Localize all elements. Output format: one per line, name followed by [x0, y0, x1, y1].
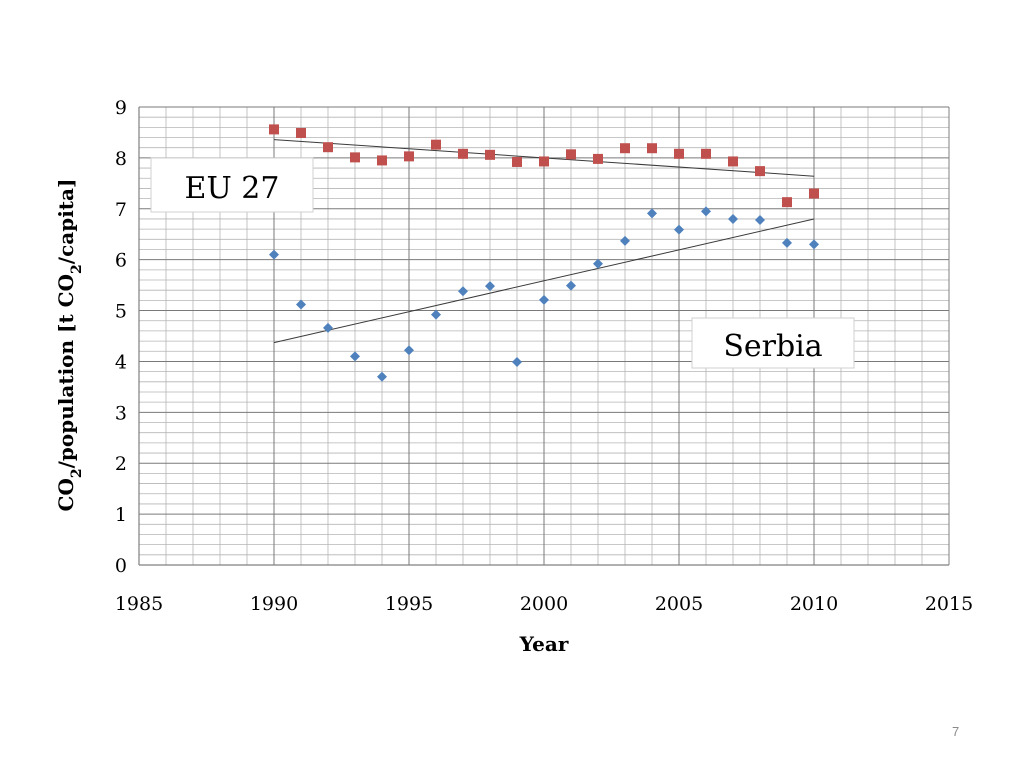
data-point-serbia: [755, 214, 765, 225]
data-point-serbia: [647, 208, 657, 219]
y-axis-title-subscript: 2: [69, 468, 85, 478]
y-axis-title-part: /population [t CO: [54, 274, 78, 468]
y-tick-label: 1: [115, 504, 127, 526]
data-point-eu27: [809, 188, 819, 199]
data-point-eu27: [539, 156, 549, 167]
data-point-eu27: [728, 156, 738, 167]
data-points: [269, 124, 819, 382]
data-point-eu27: [566, 149, 576, 160]
callout-serbia: Serbia: [691, 317, 855, 369]
data-point-eu27: [458, 148, 468, 159]
callout-eu27: EU 27: [150, 157, 314, 213]
y-axis-title-part: /capita]: [54, 179, 78, 265]
callout-eu27-label: EU 27: [185, 171, 280, 206]
y-axis-title-subscript: 2: [69, 264, 85, 274]
y-tick-label: 3: [115, 402, 127, 424]
data-point-serbia: [323, 322, 333, 333]
data-point-serbia: [458, 286, 468, 297]
x-tick-label: 2015: [925, 593, 973, 615]
x-tick-label: 2005: [655, 593, 703, 615]
x-axis-title: Year: [519, 632, 569, 656]
y-axis-title-part: CO: [54, 478, 78, 511]
data-point-eu27: [323, 142, 333, 153]
data-point-serbia: [269, 249, 279, 260]
data-point-eu27: [431, 139, 441, 150]
x-tick-label: 1985: [115, 593, 163, 615]
data-point-eu27: [512, 156, 522, 167]
data-point-serbia: [485, 281, 495, 292]
data-point-eu27: [647, 143, 657, 154]
callout-eu27-box: [150, 157, 314, 213]
data-point-serbia: [701, 206, 711, 217]
data-point-serbia: [809, 239, 819, 250]
y-tick-label: 7: [115, 199, 127, 221]
data-point-eu27: [350, 152, 360, 163]
data-point-serbia: [377, 371, 387, 382]
data-point-eu27: [620, 143, 630, 154]
y-tick-label: 5: [115, 301, 127, 323]
y-tick-label: 0: [115, 555, 127, 577]
data-point-eu27: [485, 149, 495, 160]
data-point-eu27: [755, 166, 765, 177]
tick-labels: 1985 1990 1995 2000 2005 2010 2015 0 1 2 3 4 5 6 7 8 9: [115, 97, 973, 615]
data-point-serbia: [539, 294, 549, 305]
callout-serbia-label: Serbia: [723, 329, 822, 364]
data-point-eu27: [377, 155, 387, 166]
data-point-serbia: [593, 258, 603, 269]
slide-number: 7: [952, 724, 960, 739]
axes: [138, 107, 950, 566]
y-tick-label: 2: [115, 453, 127, 475]
data-point-eu27: [296, 127, 306, 138]
data-point-eu27: [269, 124, 279, 135]
data-point-serbia: [404, 345, 414, 356]
data-point-serbia: [512, 356, 522, 367]
data-point-eu27: [593, 153, 603, 164]
callout-serbia-box: [691, 317, 855, 369]
y-tick-label: 8: [115, 148, 127, 170]
data-point-eu27: [674, 148, 684, 159]
x-tick-label: 1995: [385, 593, 433, 615]
data-point-serbia: [566, 280, 576, 291]
data-point-eu27: [782, 197, 792, 208]
data-point-serbia: [674, 224, 684, 235]
data-point-serbia: [728, 213, 738, 224]
trendline-serbia: [273, 218, 815, 344]
data-point-eu27: [701, 148, 711, 159]
data-point-eu27: [404, 151, 414, 162]
x-tick-label: 2010: [790, 593, 838, 615]
y-tick-label: 6: [115, 250, 127, 272]
data-point-serbia: [431, 309, 441, 320]
data-point-serbia: [296, 299, 306, 310]
data-point-serbia: [620, 235, 630, 246]
y-tick-label: 4: [115, 351, 127, 373]
x-tick-label: 1990: [250, 593, 298, 615]
y-axis-title: CO2/population [t CO2/capita]: [54, 179, 85, 512]
data-point-serbia: [350, 351, 360, 362]
x-tick-label: 2000: [520, 593, 568, 615]
data-point-serbia: [782, 237, 792, 248]
y-tick-label: 9: [115, 97, 127, 119]
